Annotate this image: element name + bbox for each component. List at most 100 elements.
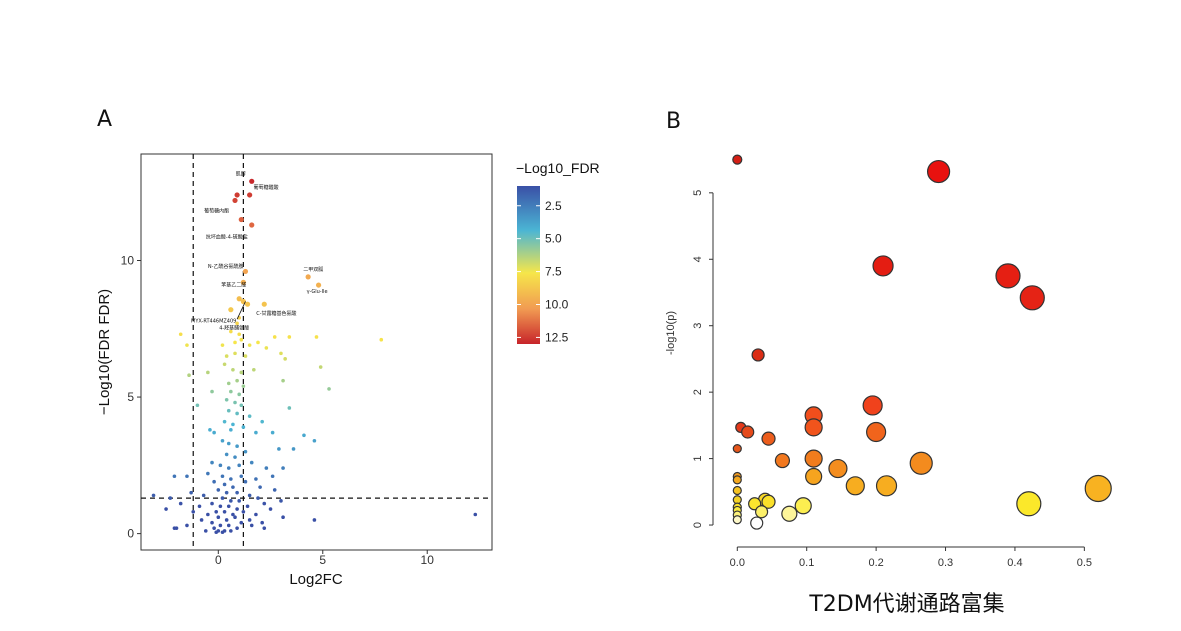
pathway-bubble xyxy=(741,425,755,439)
threshold-lines xyxy=(141,154,492,550)
volcano-point xyxy=(239,403,244,408)
volcano-point xyxy=(239,474,244,479)
volcano-point xyxy=(243,479,248,484)
volcano-point xyxy=(231,367,235,372)
volcano-point xyxy=(264,466,269,470)
volcano-point xyxy=(229,499,233,503)
volcano-point xyxy=(210,520,214,525)
volcano-point xyxy=(224,354,229,358)
volcano-point xyxy=(224,490,229,495)
volcano-point xyxy=(279,351,283,356)
pathway-bubble xyxy=(1019,285,1045,311)
legend-ticks: 2.5 5.0 7.5 10.0 12.5 xyxy=(517,199,569,344)
volcano-point xyxy=(226,381,231,386)
volcano-point xyxy=(229,477,233,481)
legend-tick-label: 2.5 xyxy=(545,199,562,213)
y-tick-label: 10 xyxy=(121,254,135,268)
volcano-point xyxy=(247,518,252,522)
point-annotation: MYX-RT446MZ409 xyxy=(191,318,236,324)
volcano-point xyxy=(226,408,231,413)
volcano-point xyxy=(151,493,156,498)
volcano-point xyxy=(318,365,323,369)
volcano-point xyxy=(212,430,216,435)
pathway-bubble xyxy=(828,458,848,479)
volcano-point xyxy=(212,479,216,484)
volcano-point xyxy=(272,335,277,339)
pathway-bubble xyxy=(761,494,776,509)
volcano-point xyxy=(206,370,210,375)
volcano-point xyxy=(270,474,275,479)
volcano-point xyxy=(226,441,231,446)
volcano-point xyxy=(233,515,237,520)
volcano-point xyxy=(240,279,246,285)
volcano-point xyxy=(239,337,244,342)
volcano-point xyxy=(241,384,246,388)
y-tick-label-b: 0 xyxy=(692,522,704,528)
volcano-point xyxy=(229,329,233,334)
x-tick-label: 5 xyxy=(319,553,326,567)
pathway-bubble xyxy=(845,476,865,496)
volcano-point xyxy=(247,414,252,418)
volcano-point xyxy=(224,397,229,402)
volcano-point xyxy=(220,474,225,479)
pathway-bubble xyxy=(909,451,933,475)
volcano-point xyxy=(172,526,177,530)
pathway-bubble xyxy=(794,497,812,515)
volcano-point xyxy=(305,274,311,280)
volcano-point xyxy=(312,438,317,443)
volcano-point xyxy=(237,392,241,397)
pathway-bubble xyxy=(774,452,791,469)
y-tick-label: 5 xyxy=(127,390,134,404)
volcano-point xyxy=(279,499,283,503)
volcano-point xyxy=(218,463,223,468)
volcano-point xyxy=(237,463,241,468)
annotation-leader-line xyxy=(236,301,246,320)
volcano-point xyxy=(254,430,258,435)
volcano-point xyxy=(473,512,478,517)
volcano-point xyxy=(277,447,281,451)
volcano-point xyxy=(235,490,239,495)
volcano-point xyxy=(214,509,219,514)
point-annotation: 4-羟基脯氨酸 xyxy=(219,325,249,332)
volcano-point xyxy=(236,296,242,302)
volcano-point xyxy=(254,477,258,481)
legend-tick-label: 7.5 xyxy=(545,265,562,279)
volcano-point xyxy=(195,403,200,408)
volcano-point xyxy=(283,357,287,361)
volcano-point xyxy=(235,507,239,511)
volcano-point xyxy=(216,515,221,520)
bubble-plot: 0 1 2 3 4 5 0.0 0.1 0.2 0.3 0.4 0.5 -log10(p) T2DM代… xyxy=(665,154,1112,617)
volcano-point xyxy=(201,493,206,498)
volcano-point xyxy=(228,307,234,313)
pathway-bubble xyxy=(732,515,742,525)
volcano-point xyxy=(226,504,231,509)
volcano-point xyxy=(210,389,214,394)
volcano-point xyxy=(206,471,210,476)
volcano-point xyxy=(291,447,296,451)
y-tick-label-b: 5 xyxy=(692,190,704,196)
volcano-point xyxy=(272,488,277,492)
volcano-point xyxy=(247,343,252,347)
x-tick-label: 0 xyxy=(215,553,222,567)
volcano-point xyxy=(237,332,241,337)
bubble-axes: 0 1 2 3 4 5 0.0 0.1 0.2 0.3 0.4 0.5 xyxy=(692,190,1092,569)
volcano-point xyxy=(281,378,285,383)
volcano-point xyxy=(185,474,189,479)
volcano-point xyxy=(224,452,229,457)
pathway-bubble xyxy=(781,505,798,522)
volcano-point xyxy=(327,387,331,391)
point-annotation: 葡萄糖醛酸 xyxy=(254,184,279,191)
volcano-point xyxy=(254,512,258,517)
volcano-point xyxy=(231,512,235,517)
volcano-point xyxy=(270,430,275,435)
legend-tick-label: 10.0 xyxy=(545,298,569,312)
pathway-bubble xyxy=(761,431,776,446)
volcano-point xyxy=(233,351,237,356)
y-tick-label-b: 3 xyxy=(692,323,704,329)
volcano-point xyxy=(242,268,249,275)
pathway-bubble xyxy=(804,449,823,468)
volcano-point xyxy=(239,370,244,375)
volcano-point xyxy=(208,428,212,432)
x-axis-title: Log2FC xyxy=(289,571,343,588)
volcano-point xyxy=(233,400,237,405)
